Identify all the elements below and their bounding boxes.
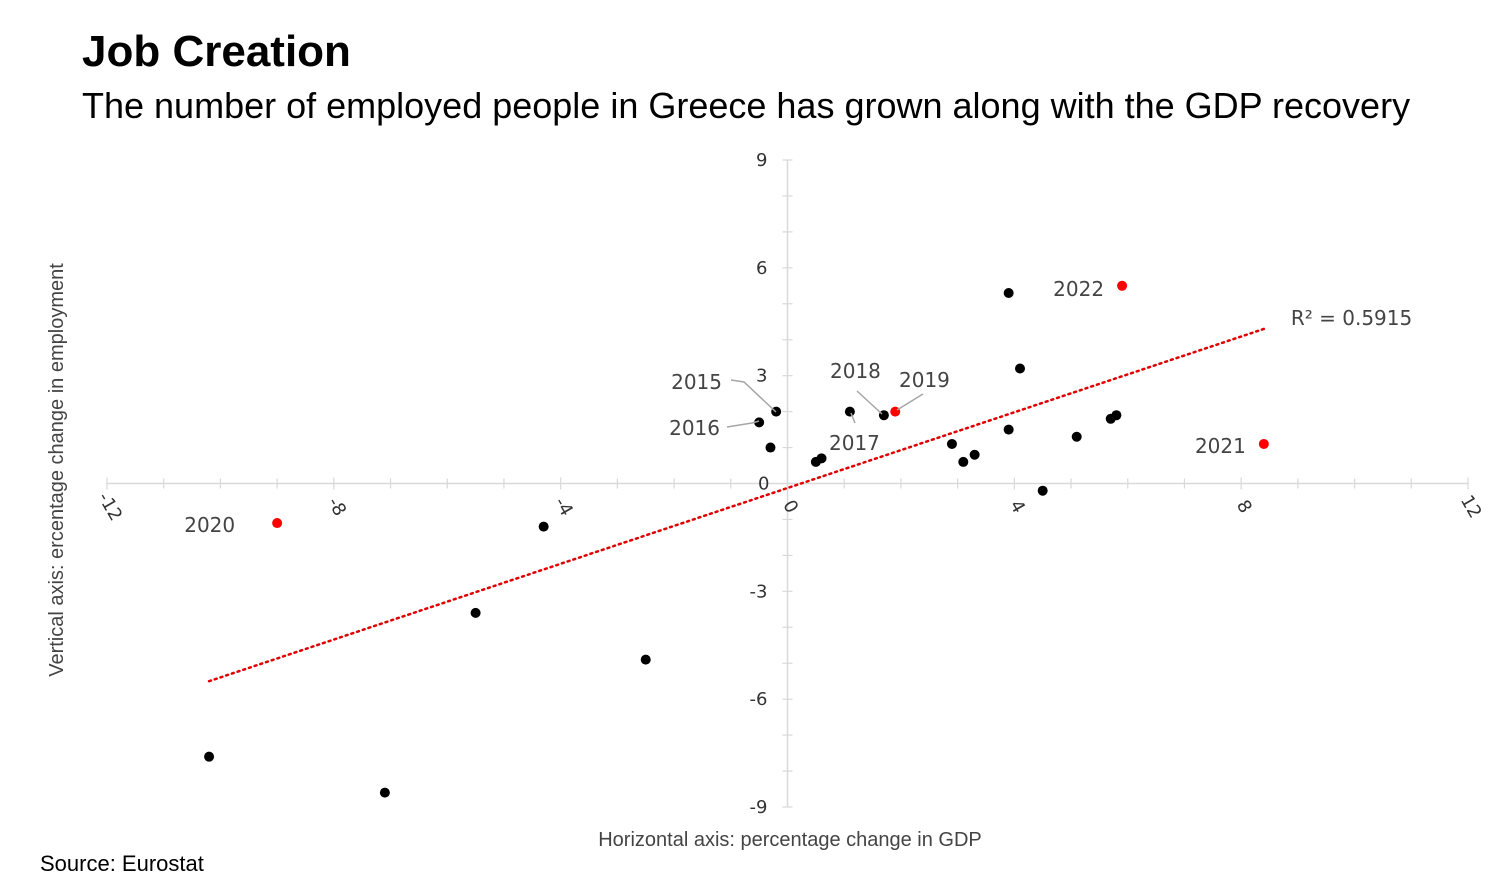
y-tick-label: 6 [756, 258, 767, 279]
trendline-group: R² = 0.5915 [207, 306, 1412, 683]
leader-line [856, 390, 883, 415]
y-axis-title: Vertical axis: ercentage change in emplo… [46, 263, 68, 677]
data-point [272, 518, 283, 529]
point-label: 2019 [899, 368, 950, 392]
x-tick-label: 0 [778, 497, 802, 517]
leader-line [726, 420, 760, 428]
annotations-group: 2020 2016 2015 2017 2018 2019 2022 2021 [184, 277, 1246, 537]
data-point [816, 453, 827, 464]
data-point [1003, 287, 1014, 298]
point-label: 2018 [830, 359, 881, 383]
data-point [204, 751, 215, 762]
leader-line [896, 393, 924, 411]
r-squared-label: R² = 0.5915 [1291, 306, 1412, 330]
data-point [640, 654, 651, 665]
data-point [754, 417, 765, 428]
x-tick-label: -8 [323, 494, 350, 520]
data-point [470, 607, 481, 618]
point-label: 2022 [1053, 277, 1104, 301]
data-point [958, 456, 969, 467]
chart-subtitle: The number of employed people in Greece … [82, 85, 1411, 126]
axes: -12 -8 -4 0 4 8 12 9 6 3 0 -3 -6 -9 [93, 150, 1485, 818]
data-point [1003, 424, 1014, 435]
x-tick-label: 8 [1232, 497, 1256, 517]
data-point [946, 438, 957, 449]
y-tick-label: -6 [750, 689, 768, 710]
y-tick-label: 9 [756, 150, 767, 171]
point-label: 2021 [1195, 434, 1246, 458]
data-point [1117, 280, 1128, 291]
data-point [1015, 363, 1026, 374]
x-tick-label: 12 [1456, 492, 1486, 522]
y-tick-label: 0 [758, 474, 769, 495]
data-point [1258, 438, 1269, 449]
data-point [538, 521, 549, 532]
y-tick-label: -3 [750, 581, 768, 602]
point-label: 2020 [184, 513, 235, 537]
trendline [207, 327, 1266, 683]
point-label: 2017 [829, 431, 880, 455]
data-point [1111, 410, 1122, 421]
data-point [765, 442, 776, 453]
x-tick-label: -4 [550, 494, 577, 520]
data-point [969, 449, 980, 460]
x-tick-label: 4 [1005, 497, 1029, 517]
x-axis-title: Horizontal axis: percentage change in GD… [598, 829, 982, 851]
y-tick-label: -9 [750, 797, 768, 818]
y-tick-label: 3 [756, 366, 767, 387]
data-point [1071, 431, 1082, 442]
point-label: 2015 [671, 370, 722, 394]
data-point [844, 406, 855, 417]
chart-title: Job Creation [82, 27, 351, 76]
data-point [379, 787, 390, 798]
x-tick-label: -12 [93, 489, 126, 525]
source-note: Source: Eurostat [40, 851, 204, 876]
leader-line [730, 379, 777, 413]
point-label: 2016 [669, 416, 720, 440]
leader-line [850, 412, 856, 424]
points-group [204, 280, 1269, 798]
data-point [1037, 485, 1048, 496]
